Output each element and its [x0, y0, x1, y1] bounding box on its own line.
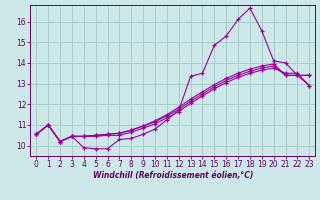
X-axis label: Windchill (Refroidissement éolien,°C): Windchill (Refroidissement éolien,°C): [92, 171, 253, 180]
